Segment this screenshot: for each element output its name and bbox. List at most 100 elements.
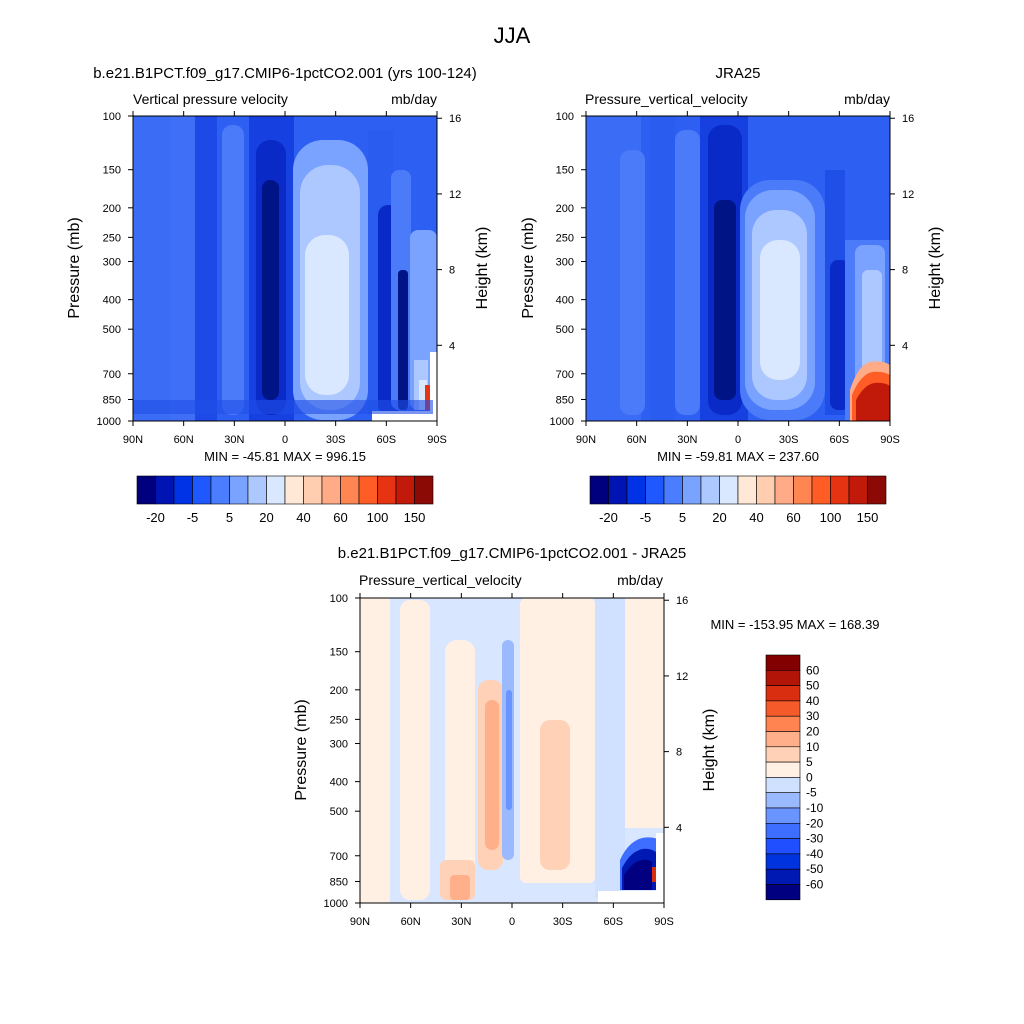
panel-model-colorbar: -20 -5 5 20 40 60 100 150 bbox=[136, 475, 434, 525]
panel-model-ylabel: Pressure (mb) bbox=[66, 217, 83, 318]
colorbar-box bbox=[700, 475, 720, 505]
panel-obs: JRA25 Pressure_vertical_velocity mb/day bbox=[520, 65, 944, 525]
panel-obs-left-label: Pressure_vertical_velocity bbox=[585, 91, 748, 107]
panel-model-y2label: Height (km) bbox=[474, 227, 491, 310]
panel-model-x-axis: 90N 60N 30N 0 30S 60S 90S bbox=[123, 111, 447, 446]
colorbar-box bbox=[645, 475, 665, 505]
panel-obs-colorbar: -20 -5 5 20 40 60 100 150 bbox=[589, 475, 887, 525]
y-tick-label: 500 bbox=[330, 806, 348, 818]
y2-tick-label: 12 bbox=[449, 189, 461, 201]
x-tick-label: 60N bbox=[174, 434, 194, 446]
y-tick-label: 100 bbox=[556, 111, 574, 123]
colorbar-box bbox=[266, 475, 286, 505]
colorbar-box bbox=[377, 475, 397, 505]
colorbar-label: 150 bbox=[404, 510, 426, 525]
colorbar-box bbox=[756, 475, 776, 505]
x-tick-label: 90S bbox=[880, 434, 900, 446]
colorbar-label: 5 bbox=[806, 755, 813, 769]
colorbar-box bbox=[737, 475, 757, 505]
panel-diff-y2label: Height (km) bbox=[701, 709, 718, 792]
figure-title: JJA bbox=[494, 23, 531, 48]
panel-obs-x-axis: 90N 60N 30N 0 30S 60S 90S bbox=[576, 111, 900, 446]
colorbar-box bbox=[210, 475, 230, 505]
panel-obs-stats: MIN = -59.81 MAX = 237.60 bbox=[657, 449, 819, 464]
y-tick-label: 300 bbox=[330, 739, 348, 751]
x-tick-label: 60N bbox=[401, 916, 421, 928]
x-tick-label: 0 bbox=[509, 916, 515, 928]
panel-obs-y2label: Height (km) bbox=[927, 227, 944, 310]
y-tick-label: 250 bbox=[103, 232, 121, 244]
x-tick-label: 30N bbox=[677, 434, 697, 446]
colorbar-box bbox=[765, 792, 801, 809]
colorbar-label: 40 bbox=[296, 510, 310, 525]
colorbar-box bbox=[765, 807, 801, 824]
x-tick-label: 60S bbox=[830, 434, 850, 446]
colorbar-box bbox=[765, 822, 801, 839]
panel-diff: b.e21.B1PCT.f09_g17.CMIP6-1pctCO2.001 - … bbox=[293, 545, 880, 928]
colorbar-label: 40 bbox=[806, 694, 820, 708]
x-tick-label: 0 bbox=[282, 434, 288, 446]
colorbar-box bbox=[765, 715, 801, 732]
panel-model-y2-axis: Height (km) 16 12 8 4 bbox=[437, 113, 491, 352]
colorbar-label: 20 bbox=[712, 510, 726, 525]
colorbar-box bbox=[173, 475, 193, 505]
x-tick-label: 90S bbox=[427, 434, 447, 446]
panel-diff-title: b.e21.B1PCT.f09_g17.CMIP6-1pctCO2.001 - … bbox=[338, 545, 687, 562]
panel-obs-right-label: mb/day bbox=[844, 91, 890, 107]
panel-diff-plot bbox=[359, 597, 665, 904]
y-tick-label: 300 bbox=[556, 257, 574, 269]
colorbar-label: 5 bbox=[679, 510, 686, 525]
y2-tick-label: 4 bbox=[676, 822, 682, 834]
colorbar-label: -10 bbox=[806, 801, 824, 815]
y-tick-label: 700 bbox=[556, 369, 574, 381]
colorbar-box bbox=[765, 654, 801, 671]
x-tick-label: 30S bbox=[779, 434, 799, 446]
y-tick-label: 200 bbox=[556, 203, 574, 215]
panel-model-stats: MIN = -45.81 MAX = 996.15 bbox=[204, 449, 366, 464]
colorbar-box bbox=[247, 475, 267, 505]
colorbar-label: 0 bbox=[806, 770, 813, 784]
colorbar-box bbox=[321, 475, 341, 505]
colorbar-box bbox=[608, 475, 628, 505]
y-tick-label: 150 bbox=[103, 165, 121, 177]
colorbar-label: 10 bbox=[806, 740, 820, 754]
panel-obs-y2-axis: Height (km) 16 12 8 4 bbox=[890, 113, 944, 352]
colorbar-box bbox=[136, 475, 156, 505]
colorbar-label: -20 bbox=[599, 510, 618, 525]
panel-diff-stats: MIN = -153.95 MAX = 168.39 bbox=[710, 617, 879, 632]
y-tick-label: 250 bbox=[556, 232, 574, 244]
y2-tick-label: 12 bbox=[676, 671, 688, 683]
colorbar-box bbox=[867, 475, 887, 505]
colorbar-label: 5 bbox=[226, 510, 233, 525]
colorbar-box bbox=[774, 475, 794, 505]
y-tick-label: 400 bbox=[330, 777, 348, 789]
colorbar-label: -50 bbox=[806, 862, 824, 876]
colorbar-box bbox=[719, 475, 739, 505]
colorbar-label: 150 bbox=[857, 510, 879, 525]
colorbar-box bbox=[793, 475, 813, 505]
panel-diff-x-axis: 90N 60N 30N 0 30S 60S 90S bbox=[350, 593, 674, 928]
colorbar-box bbox=[229, 475, 249, 505]
colorbar-box bbox=[765, 853, 801, 870]
colorbar-label: 20 bbox=[806, 725, 820, 739]
colorbar-label: -5 bbox=[187, 510, 199, 525]
colorbar-label: 100 bbox=[820, 510, 842, 525]
colorbar-label: -5 bbox=[640, 510, 652, 525]
panel-model-y-axis: Pressure (mb) 100 150 200 250 300 400 500 700 85… bbox=[66, 111, 133, 428]
panel-diff-y2-axis: Height (km) 16 12 8 4 bbox=[664, 595, 718, 834]
y-tick-label: 850 bbox=[103, 394, 121, 406]
colorbar-label: 40 bbox=[749, 510, 763, 525]
colorbar-box bbox=[765, 884, 801, 901]
colorbar-label: -40 bbox=[806, 847, 824, 861]
y-tick-label: 150 bbox=[556, 165, 574, 177]
y2-tick-label: 16 bbox=[449, 113, 461, 125]
colorbar-box bbox=[765, 746, 801, 763]
x-tick-label: 90N bbox=[576, 434, 596, 446]
x-tick-label: 90S bbox=[654, 916, 674, 928]
y2-tick-label: 8 bbox=[676, 747, 682, 759]
colorbar-label: 50 bbox=[806, 679, 820, 693]
y2-tick-label: 12 bbox=[902, 189, 914, 201]
x-tick-label: 90N bbox=[350, 916, 370, 928]
colorbar-box bbox=[340, 475, 360, 505]
